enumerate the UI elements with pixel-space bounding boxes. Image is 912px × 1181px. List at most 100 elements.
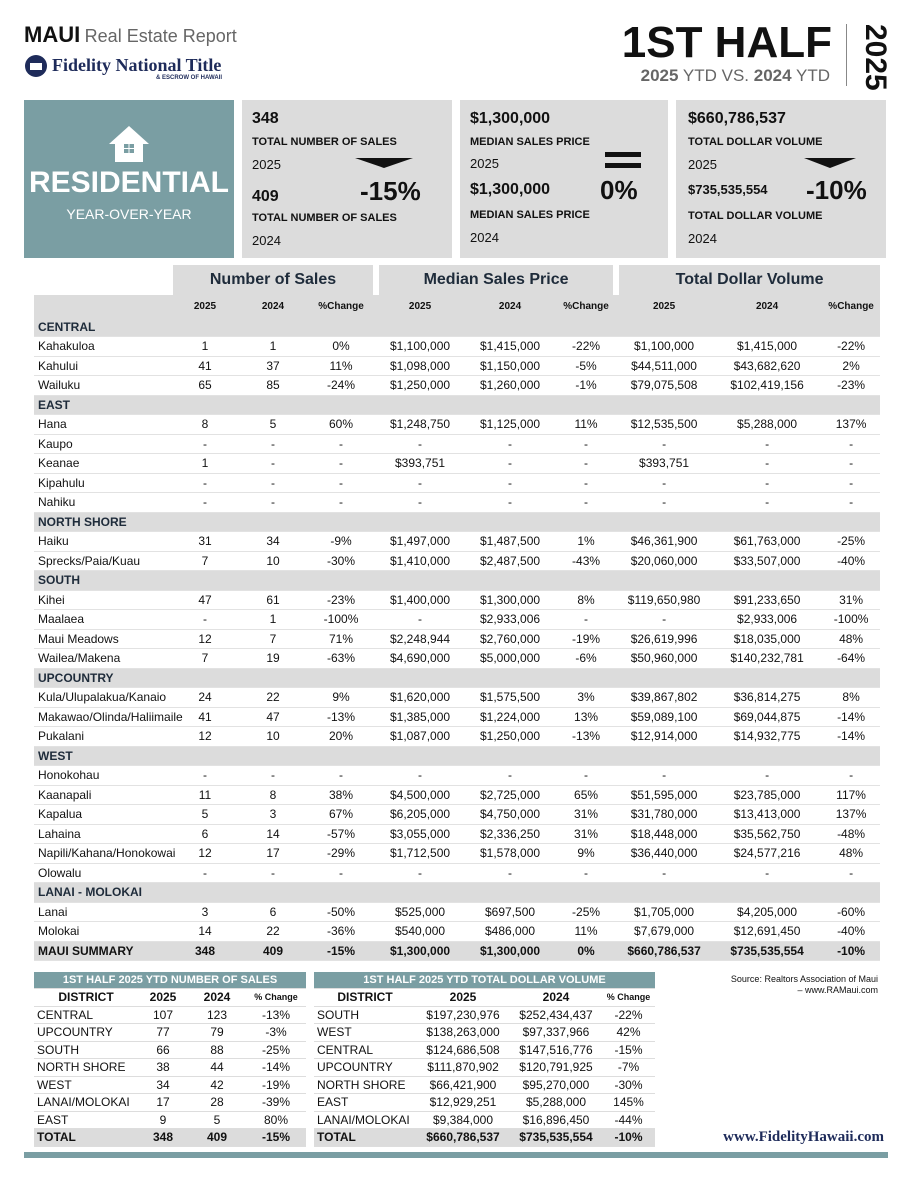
district: UPCOUNTRY bbox=[314, 1058, 416, 1077]
data-row: SOUTH $197,230,976 $252,434,437 -22% bbox=[314, 1006, 655, 1024]
cell: 11% bbox=[556, 921, 617, 942]
cell: - bbox=[822, 453, 881, 474]
cell: $6,205,000 bbox=[376, 804, 465, 825]
cell: - bbox=[170, 492, 240, 513]
cell: 37 bbox=[240, 356, 306, 376]
cell: 1 bbox=[240, 336, 306, 357]
cell: - bbox=[822, 473, 881, 493]
district: CENTRAL bbox=[34, 1006, 138, 1024]
data-row: Molokai 14 22 -36% $540,000 $486,000 11% $7,679… bbox=[34, 921, 881, 942]
cell: -9% bbox=[306, 531, 377, 552]
area-name: Kaanapali bbox=[34, 785, 170, 805]
cell: $12,535,500 bbox=[616, 414, 713, 435]
cell: 71% bbox=[306, 629, 377, 649]
sales-table: 1ST HALF 2025 YTD NUMBER OF SALES DISTRIC… bbox=[34, 972, 307, 1147]
cell: $50,960,000 bbox=[616, 648, 713, 669]
cell: - bbox=[376, 863, 465, 883]
cell: 137% bbox=[822, 804, 881, 825]
cell: -13% bbox=[556, 726, 617, 747]
data-row: Kahakuloa 1 1 0% $1,100,000 $1,415,000 -22% $1,… bbox=[34, 336, 881, 357]
column-header: DISTRICT bbox=[314, 988, 416, 1007]
cell: -15% bbox=[602, 1041, 655, 1059]
cell: $1,248,750 bbox=[376, 414, 465, 435]
cell: - bbox=[376, 473, 465, 493]
total-label: TOTAL bbox=[314, 1128, 416, 1147]
cell: $147,516,776 bbox=[510, 1041, 602, 1059]
data-row: LANAI/MOLOKAI $9,384,000 $16,896,450 -44% bbox=[314, 1111, 655, 1129]
column-header: 2025 bbox=[376, 295, 465, 317]
cell: 12 bbox=[170, 726, 240, 747]
cell: 34 bbox=[240, 531, 306, 552]
data-row: CENTRAL $124,686,508 $147,516,776 -15% bbox=[314, 1041, 655, 1059]
logo-icon bbox=[25, 55, 47, 77]
cell: $4,500,000 bbox=[376, 785, 465, 805]
cell: 66 bbox=[138, 1041, 188, 1059]
cell: $51,595,000 bbox=[616, 785, 713, 805]
side-year: 2025 bbox=[859, 24, 892, 91]
data-row: Kahului 41 37 11% $1,098,000 $1,150,000 -5% $44… bbox=[34, 356, 881, 376]
area-name: Kahakuloa bbox=[34, 336, 170, 357]
summary-row: MAUI SUMMARY 348 409 -15% $1,300,000 $1,300,0… bbox=[34, 941, 881, 961]
cell: $1,620,000 bbox=[376, 687, 465, 708]
residential-label: RESIDENTIAL bbox=[28, 166, 229, 199]
cell: 65 bbox=[170, 375, 240, 396]
logo-text: Fidelity National Title bbox=[52, 55, 222, 75]
cell: 41 bbox=[170, 707, 240, 727]
cell: $4,750,000 bbox=[464, 804, 557, 825]
cell: 31 bbox=[170, 531, 240, 552]
cell: $44,511,000 bbox=[616, 356, 713, 376]
cell: - bbox=[240, 453, 306, 474]
cell: $31,780,000 bbox=[616, 804, 713, 825]
cell: 12 bbox=[170, 843, 240, 864]
cell: -44% bbox=[602, 1111, 655, 1129]
cell: 348 bbox=[170, 941, 240, 961]
cell: $2,487,500 bbox=[464, 551, 557, 571]
cell: - bbox=[616, 609, 713, 630]
column-header: %Change bbox=[822, 295, 881, 317]
cell: - bbox=[464, 765, 557, 786]
website: www.FidelityHawaii.com bbox=[723, 1129, 884, 1145]
cell: - bbox=[616, 765, 713, 786]
area-name: Olowalu bbox=[34, 863, 170, 883]
cell: 1% bbox=[556, 531, 617, 552]
area-name: Sprecks/Paia/Kuau bbox=[34, 551, 170, 571]
district: WEST bbox=[314, 1023, 416, 1042]
data-row: Wailea/Makena 7 19 -63% $4,690,000 $5,000,000… bbox=[34, 648, 881, 669]
cell: - bbox=[556, 609, 617, 630]
area-name: Kahului bbox=[34, 356, 170, 376]
card-label: TOTAL NUMBER OF SALES bbox=[252, 136, 397, 148]
cell: 1 bbox=[170, 453, 240, 474]
cell: $119,650,980 bbox=[616, 590, 713, 610]
cell: 47 bbox=[240, 707, 306, 727]
report-title: MAUI Real Estate Report bbox=[24, 22, 237, 48]
cell: $24,577,216 bbox=[712, 843, 823, 864]
cell: $59,089,100 bbox=[616, 707, 713, 727]
data-row: Kihei 47 61 -23% $1,400,000 $1,300,000 8% $119,… bbox=[34, 590, 881, 610]
cell: 8% bbox=[556, 590, 617, 610]
cell: $735,535,554 bbox=[510, 1128, 602, 1147]
card-prev-label: MEDIAN SALES PRICE bbox=[470, 209, 590, 221]
cell: - bbox=[376, 434, 465, 454]
column-header: % Change bbox=[246, 988, 307, 1007]
cell: 47 bbox=[170, 590, 240, 610]
year-a: 2025 bbox=[640, 66, 679, 85]
cell: -39% bbox=[246, 1093, 307, 1112]
cell: 65% bbox=[556, 785, 617, 805]
cell: 60% bbox=[306, 414, 377, 435]
card-label: MEDIAN SALES PRICE bbox=[470, 136, 590, 148]
cell: $540,000 bbox=[376, 921, 465, 942]
cell: $4,690,000 bbox=[376, 648, 465, 669]
data-row: Lahaina 6 14 -57% $3,055,000 $2,336,250 31% $18… bbox=[34, 824, 881, 844]
district: LANAI/MOLOKAI bbox=[314, 1111, 416, 1129]
source-url: – www.RAMaui.com bbox=[797, 985, 878, 995]
cell: -7% bbox=[602, 1058, 655, 1077]
cell: - bbox=[306, 473, 377, 493]
area-name: Nahiku bbox=[34, 492, 170, 513]
data-row: Nahiku - - - - - - - - - bbox=[34, 492, 881, 513]
data-row: Kipahulu - - - - - - - - - bbox=[34, 473, 881, 493]
cell: 1 bbox=[240, 609, 306, 630]
column-header: %Change bbox=[556, 295, 617, 317]
table-body: 1ST HALF 2025 YTD TOTAL DOLLAR VOLUME DIS… bbox=[314, 972, 655, 1147]
cell: - bbox=[822, 765, 881, 786]
cell: 38 bbox=[138, 1058, 188, 1077]
